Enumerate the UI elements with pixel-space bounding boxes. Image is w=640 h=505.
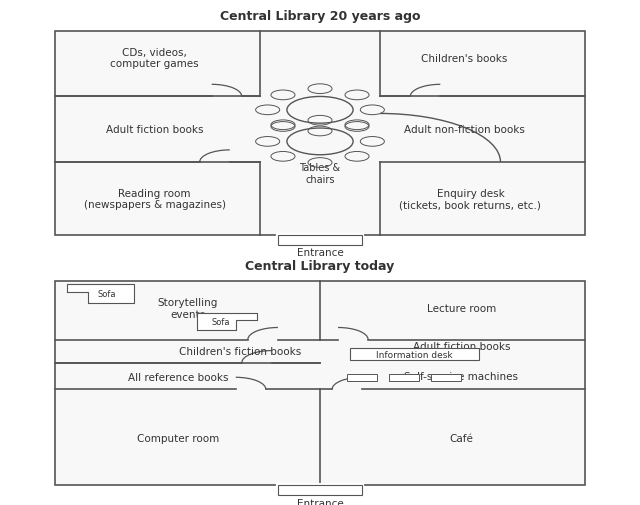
Text: Adult fiction books: Adult fiction books [106, 125, 204, 135]
Polygon shape [67, 284, 134, 304]
Bar [347, 374, 377, 381]
Bar [389, 374, 419, 381]
Text: Enquiry desk
(tickets, book returns, etc.): Enquiry desk (tickets, book returns, etc… [399, 188, 541, 210]
Text: All reference books: All reference books [129, 373, 229, 382]
Text: Entrance: Entrance [296, 497, 344, 505]
Polygon shape [196, 313, 257, 330]
Text: Children's fiction books: Children's fiction books [179, 346, 301, 356]
Bar [350, 348, 479, 361]
Text: Sofa: Sofa [211, 317, 230, 326]
Text: Central Library today: Central Library today [245, 260, 395, 273]
Bar [55, 282, 585, 485]
Text: CDs, videos,
computer games: CDs, videos, computer games [110, 47, 199, 69]
Text: Adult fiction books: Adult fiction books [413, 341, 510, 351]
Text: Central Library 20 years ago: Central Library 20 years ago [220, 10, 420, 23]
Text: Computer room: Computer room [138, 433, 220, 443]
Text: Lecture room: Lecture room [427, 304, 496, 314]
Bar [431, 374, 461, 381]
Text: Information desk: Information desk [376, 350, 453, 359]
Text: Children's books: Children's books [421, 54, 508, 64]
Bar [278, 235, 362, 245]
FancyBboxPatch shape [55, 32, 585, 235]
Text: Storytelling
events: Storytelling events [157, 297, 218, 319]
Text: Self-service machines: Self-service machines [404, 371, 518, 381]
Text: Sofa: Sofa [97, 289, 116, 298]
Text: Entrance: Entrance [296, 247, 344, 258]
Text: Reading room
(newspapers & magazines): Reading room (newspapers & magazines) [84, 188, 225, 210]
Text: Adult non-fiction books: Adult non-fiction books [404, 125, 525, 135]
Text: Café: Café [449, 433, 474, 443]
Text: Tables &
chairs: Tables & chairs [300, 163, 340, 184]
Bar [278, 485, 362, 495]
